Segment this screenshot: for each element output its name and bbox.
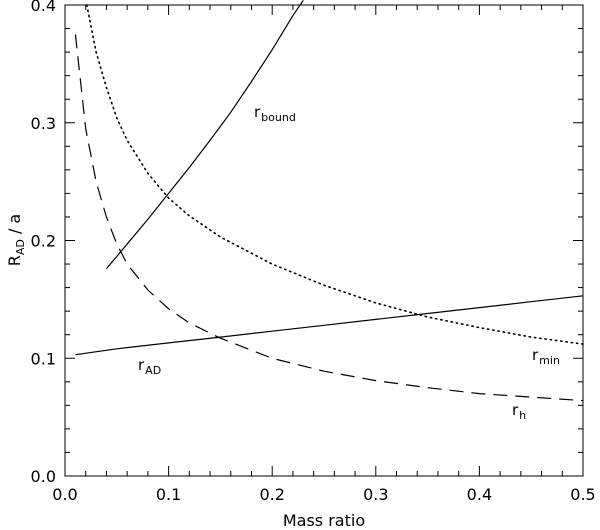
curve-label-r-bound-main: r	[254, 103, 261, 121]
series-r-bound	[105, 0, 304, 270]
curve-label-r-h-main: r	[512, 401, 519, 419]
curve-label-r-h-sub: h	[519, 409, 526, 422]
x-tick-label: 0.2	[259, 485, 284, 504]
curve-label-r-h: rh	[512, 401, 526, 422]
y-axis-title-rest: / a	[5, 214, 24, 239]
curve-label-r-ad-sub: AD	[145, 364, 161, 377]
y-tick-label: 0.4	[31, 0, 56, 15]
curve-label-r-min: rmin	[532, 346, 560, 367]
curve-label-r-ad-main: r	[138, 356, 145, 374]
curve-label-r-min-sub: min	[539, 354, 560, 367]
x-tick-label: 0.5	[570, 485, 595, 504]
curve-label-r-min-main: r	[532, 346, 539, 364]
y-axis-title-sub: AD	[14, 239, 27, 255]
x-axis-title: Mass ratio	[283, 511, 365, 530]
y-axis-title-main: R	[5, 255, 24, 266]
curve-label-r-bound-sub: bound	[261, 111, 296, 124]
curve-label-r-ad: rAD	[138, 356, 161, 377]
series-r-min	[86, 4, 584, 345]
y-tick-label: 0.0	[31, 467, 56, 486]
y-tick-label: 0.2	[31, 232, 56, 251]
x-tick-label: 0.3	[363, 485, 388, 504]
y-axis-title: RAD / a	[5, 214, 27, 267]
y-tick-labels: 0.0 0.1 0.2 0.3 0.4	[31, 0, 56, 486]
curves	[74, 0, 584, 402]
curve-label-r-bound: rbound	[254, 103, 296, 124]
y-tick-label: 0.3	[31, 114, 56, 133]
x-tick-label: 0.1	[156, 485, 181, 504]
x-tick-labels: 0.0 0.1 0.2 0.3 0.4 0.5	[52, 485, 595, 504]
series-r-h	[74, 34, 584, 402]
series-r-ad	[75, 295, 584, 356]
y-tick-label: 0.1	[31, 349, 56, 368]
axis-ticks	[64, 4, 584, 477]
x-tick-label: 0.0	[52, 485, 77, 504]
x-tick-label: 0.4	[467, 485, 492, 504]
plot-frame	[64, 4, 584, 477]
